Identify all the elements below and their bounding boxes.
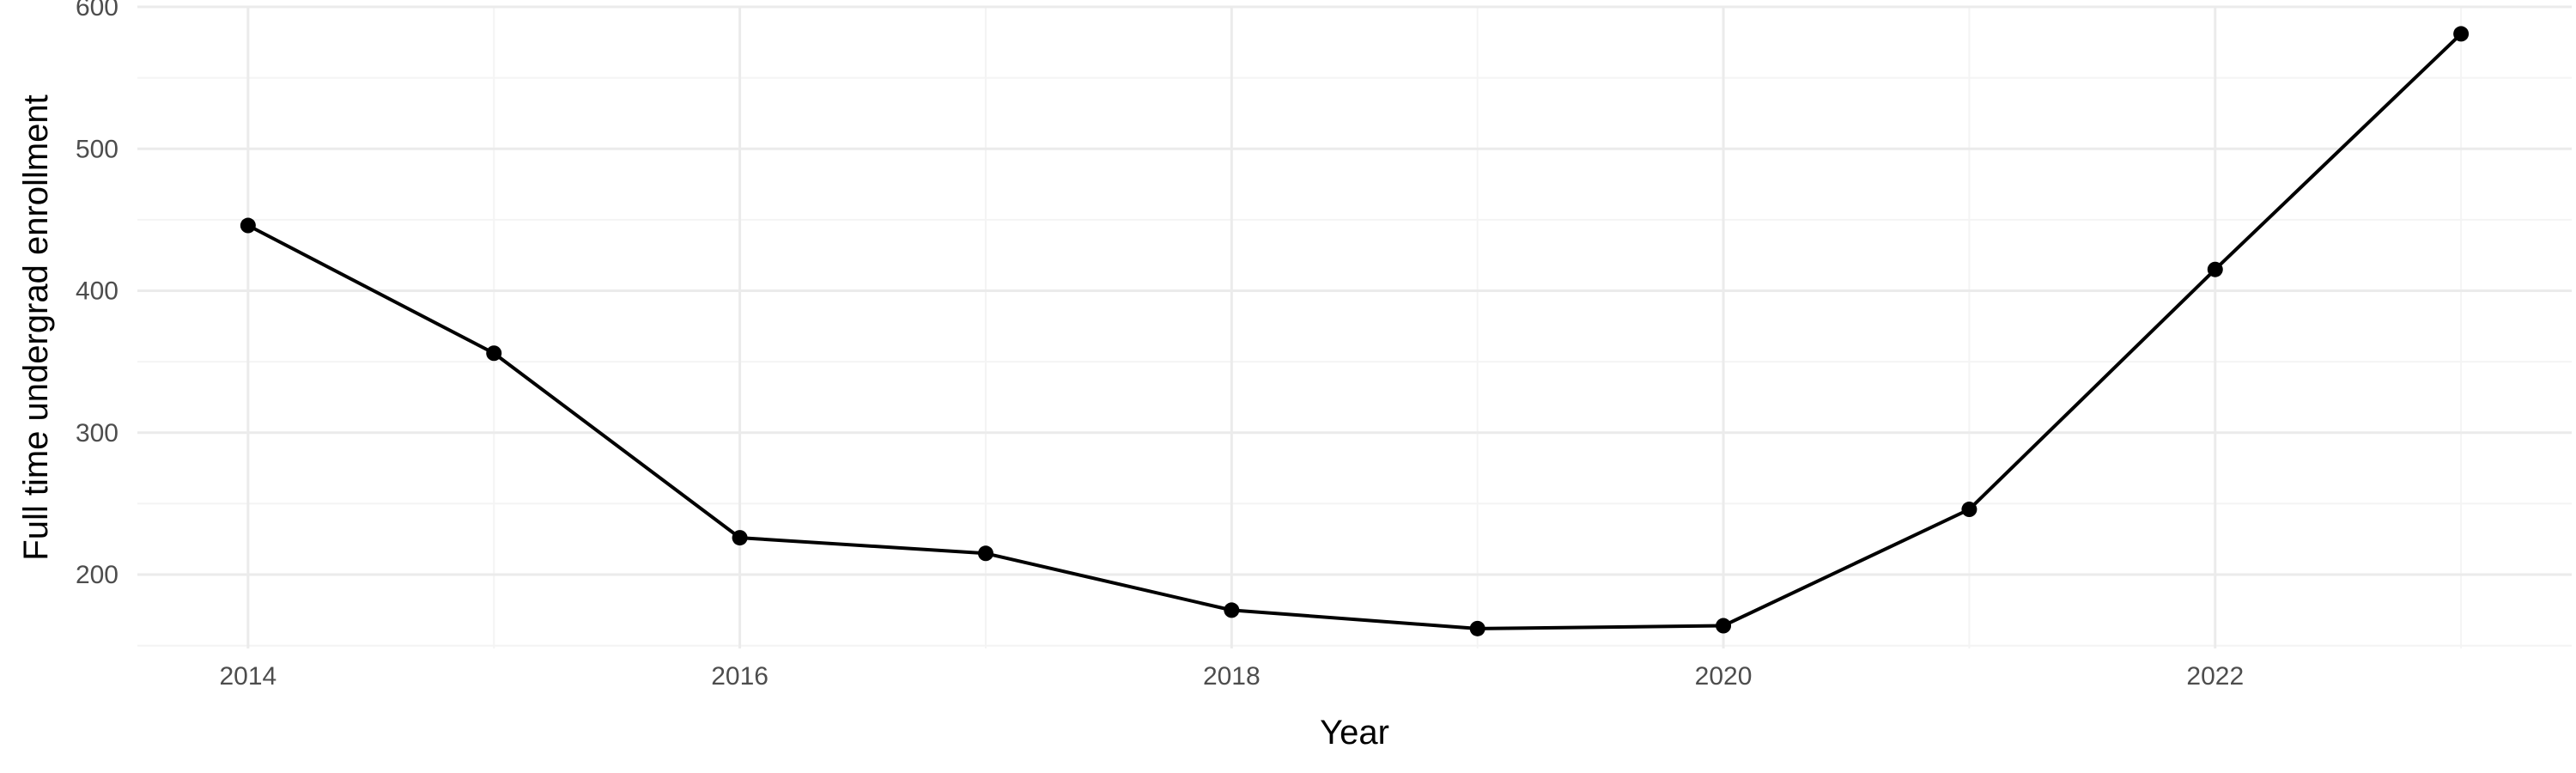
y-axis-ticks: 200 300 400 500 600 — [76, 0, 118, 589]
y-tick-label: 500 — [76, 135, 118, 163]
minor-gridlines — [137, 7, 2572, 648]
data-point-2022 — [2207, 261, 2223, 277]
major-gridlines — [137, 5, 2572, 648]
x-tick-label: 2018 — [1203, 662, 1261, 691]
x-axis-ticks: 2014 2016 2018 2020 2022 — [219, 662, 2244, 691]
y-tick-label: 600 — [76, 0, 118, 21]
data-point-2016 — [732, 530, 748, 546]
x-tick-label: 2022 — [2186, 662, 2244, 691]
y-tick-label: 300 — [76, 419, 118, 447]
data-point-2021 — [1961, 502, 1978, 518]
data-point-2014 — [240, 217, 256, 234]
data-point-2018 — [1224, 602, 1240, 618]
x-tick-label: 2016 — [711, 662, 769, 691]
x-axis-title: Year — [1320, 714, 1389, 752]
data-point-2020 — [1716, 618, 1732, 634]
y-axis-title: Full time undergrad enrollment — [17, 94, 55, 560]
data-point-2017 — [977, 545, 993, 562]
data-point-2015 — [486, 345, 502, 362]
x-tick-label: 2014 — [219, 662, 276, 691]
series-line — [246, 32, 2463, 630]
y-tick-label: 200 — [76, 561, 118, 589]
y-tick-label: 400 — [76, 277, 118, 306]
data-point-2019 — [1469, 620, 1485, 636]
series-layer — [240, 26, 2470, 636]
data-point-2023 — [2453, 26, 2470, 42]
x-tick-label: 2020 — [1695, 662, 1753, 691]
